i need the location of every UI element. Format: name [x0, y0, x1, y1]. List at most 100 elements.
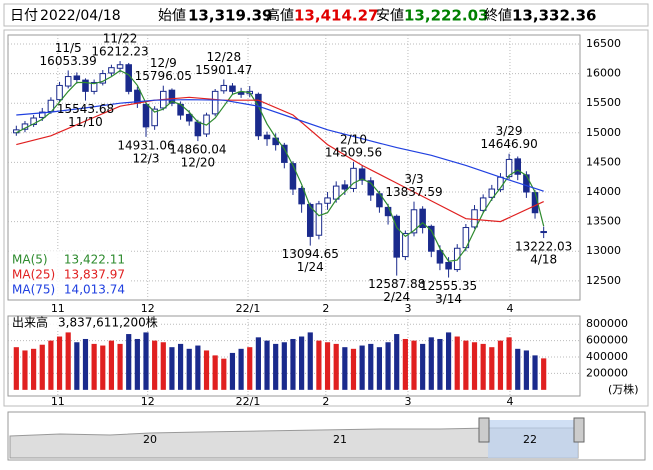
- volume-bar: [143, 332, 149, 390]
- candle-body: [211, 90, 219, 115]
- x-tick-label: 11: [51, 395, 65, 408]
- volume-bar: [385, 342, 391, 390]
- y-tick-label: 200000: [586, 366, 628, 379]
- annotation-value: 13837.59: [385, 185, 442, 199]
- candle-body: [505, 158, 513, 178]
- candle-body: [151, 108, 158, 127]
- volume-bar: [463, 340, 469, 390]
- annotation-date: 2/10: [340, 132, 367, 146]
- y-tick-label: 12500: [586, 274, 621, 287]
- annotation-date: 12/28: [207, 50, 242, 64]
- price-frame: [7, 34, 581, 301]
- navigator-selection[interactable]: [488, 420, 578, 458]
- x-tick-label: 2: [322, 302, 329, 315]
- volume-bar: [437, 338, 443, 390]
- annotation-value: 14646.90: [480, 137, 537, 151]
- volume-bar: [307, 332, 313, 390]
- y-tick-label: 15500: [586, 96, 621, 109]
- close-label: 終値: [484, 8, 512, 24]
- volume-bar: [108, 340, 115, 390]
- y-tick-label: 400000: [586, 350, 628, 363]
- volume-bar: [350, 348, 357, 390]
- candle-body: [531, 192, 539, 214]
- candle-body: [410, 209, 418, 234]
- volume-bar: [489, 347, 495, 390]
- annotation-date: 3/14: [435, 292, 462, 306]
- candle-body: [367, 180, 375, 196]
- navigator-handle[interactable]: [478, 417, 490, 443]
- annotation-value: 14860.04: [169, 143, 226, 157]
- candle-body: [479, 197, 487, 211]
- low-value: 13,222.03: [404, 7, 488, 25]
- volume-bar: [281, 342, 287, 390]
- annotation-date: 3/3: [404, 172, 423, 186]
- x-tick-label: 12: [141, 395, 155, 408]
- ma-line: [16, 99, 544, 192]
- candle-body: [436, 250, 444, 264]
- date: 2022/04/18: [40, 8, 121, 24]
- volume-bar: [454, 336, 460, 390]
- candle-body: [350, 167, 357, 189]
- volume-bar: [56, 336, 63, 390]
- y-tick-label: 14000: [586, 185, 621, 198]
- volume-bar: [290, 338, 296, 390]
- legend-name: MA(25): [12, 268, 55, 282]
- legend-value: 13,422.11: [64, 253, 125, 267]
- volume-bar: [255, 337, 261, 390]
- volume-bar: [195, 345, 201, 390]
- annotation-value: 16212.23: [91, 45, 148, 59]
- candle-body: [56, 84, 63, 101]
- volume-bar: [13, 347, 19, 390]
- volume-bar: [376, 347, 383, 390]
- candle-body: [315, 203, 323, 236]
- volume-bar: [238, 348, 244, 390]
- ma-line: [16, 69, 545, 262]
- volume-bar: [333, 343, 339, 390]
- open-label: 始値: [158, 8, 186, 24]
- volume-bar: [117, 343, 123, 390]
- annotation-date: 12/20: [181, 156, 216, 170]
- legend-name: MA(75): [12, 283, 55, 297]
- volume-bar: [273, 343, 279, 390]
- y-tick-label: 800000: [586, 317, 628, 330]
- volume-bar: [506, 337, 512, 390]
- candle-body: [306, 203, 314, 237]
- volume-bar: [342, 347, 348, 390]
- close-value: 13,332.36: [512, 7, 596, 25]
- y-tick-label: 13500: [586, 215, 621, 228]
- volume-bar: [394, 334, 400, 390]
- volume-bar: [186, 348, 192, 390]
- volume-bar: [91, 343, 97, 390]
- volume-bar: [428, 337, 434, 390]
- candle-body: [73, 75, 81, 81]
- candle-body: [64, 76, 72, 87]
- candle-body: [90, 81, 98, 92]
- candle-body: [332, 185, 340, 200]
- annotation-date: 4/18: [530, 253, 557, 267]
- outer-frame: [3, 29, 649, 407]
- volume-bar: [39, 344, 45, 390]
- volume-bar: [160, 342, 166, 390]
- volume-bar: [212, 355, 218, 390]
- candle-body: [514, 158, 522, 175]
- legend-value: 14,013.74: [64, 283, 125, 297]
- navigator-handle[interactable]: [573, 417, 585, 443]
- volume-bar: [402, 338, 408, 390]
- candle-body: [220, 84, 228, 92]
- x-tick-label: 22/1: [236, 302, 261, 315]
- volume-bar: [134, 338, 140, 390]
- legend-value: 13,837.97: [64, 268, 125, 282]
- volume-label-box: [9, 317, 159, 329]
- candle-body: [82, 79, 89, 92]
- y-tick-label: 15000: [586, 126, 621, 139]
- annotation-date: 12/3: [133, 151, 160, 165]
- annotation-value: 14509.56: [325, 145, 382, 159]
- volume-bar: [247, 347, 253, 390]
- candle-body: [471, 209, 478, 228]
- volume-bar: [445, 332, 452, 390]
- candle-body: [229, 85, 236, 92]
- ma-line: [16, 96, 544, 223]
- annotation-value: 14931.06: [117, 138, 174, 152]
- candle-body: [324, 197, 331, 204]
